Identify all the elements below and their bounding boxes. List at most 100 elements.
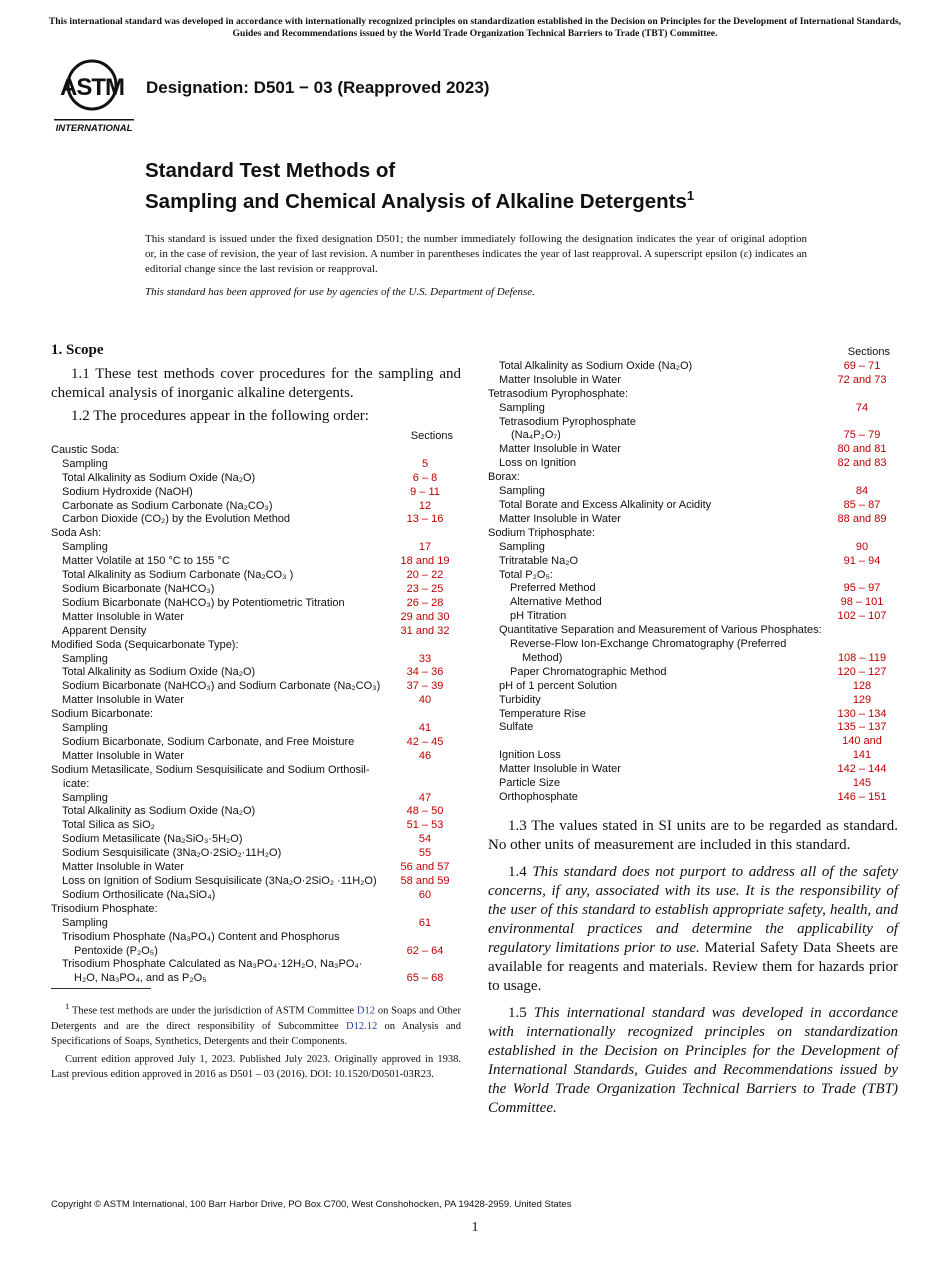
section-reference[interactable]: 120 – 127: [837, 665, 887, 678]
table-row: Tetrasodium Pyrophosphate:: [488, 388, 898, 402]
section-reference[interactable]: 58 and 59: [400, 875, 450, 887]
section-reference[interactable]: 26 – 28: [406, 596, 444, 609]
table-row: Sampling 47: [51, 792, 461, 806]
section-reference[interactable]: 128: [852, 679, 872, 692]
procedure-label: Carbonate as Sodium Carbonate (Na₂CO₃): [62, 499, 273, 512]
section-reference[interactable]: 47: [418, 791, 432, 804]
section-reference[interactable]: 13 – 16: [406, 513, 444, 526]
section-reference[interactable]: 146 – 151: [837, 791, 887, 803]
section-reference[interactable]: 75 – 79: [843, 429, 881, 442]
section-reference[interactable]: 135 – 137: [837, 721, 887, 734]
section-reference[interactable]: 102 – 107: [837, 610, 887, 623]
document-title: Standard Test Methods of Sampling and Ch…: [145, 158, 694, 214]
title-line-1: Standard Test Methods of: [145, 159, 396, 182]
table-row: Matter Insoluble in Water 46: [51, 750, 461, 764]
section-reference[interactable]: 29 and 30: [400, 610, 450, 623]
footnote-divider: [51, 988, 151, 989]
section-reference[interactable]: 145: [852, 777, 872, 790]
committee-d12-link[interactable]: D12: [356, 1005, 376, 1017]
section-reference[interactable]: 130 – 134: [837, 707, 887, 720]
section-reference[interactable]: 62 – 64: [406, 944, 444, 957]
section-reference[interactable]: 9 – 11: [410, 485, 440, 498]
procedure-label: Sodium Metasilicate, Sodium Sesquisilica…: [51, 763, 370, 790]
section-reference[interactable]: 61: [418, 916, 432, 929]
table-row: Carbon Dioxide (CO₂) by the Evolution Me…: [51, 513, 461, 527]
section-reference[interactable]: 17: [418, 541, 432, 554]
section-reference[interactable]: 41: [418, 722, 432, 735]
title-line-2-text: Sampling and Chemical Analysis of Alkali…: [145, 190, 687, 213]
procedure-label: Total P₂O₅:: [499, 568, 553, 581]
procedure-label: Matter Insoluble in Water: [499, 373, 621, 386]
section-reference[interactable]: 85 – 87: [843, 498, 881, 511]
procedure-label: Total Alkalinity as Sodium Carbonate (Na…: [62, 569, 294, 582]
procedure-label: Matter Insoluble in Water: [499, 443, 621, 456]
table-row: Sodium Bicarbonate (NaHCO₃) and Sodium C…: [51, 680, 461, 694]
subcommittee-d12-12-link[interactable]: D12.12: [346, 1020, 378, 1032]
section-reference[interactable]: 33: [418, 652, 432, 665]
section-reference[interactable]: 84: [855, 485, 869, 498]
sections-header: Sections: [847, 346, 890, 358]
intro-paragraph: This standard is issued under the fixed …: [145, 233, 807, 275]
section-reference[interactable]: 40: [418, 694, 432, 707]
table-row: Modified Soda (Sequicarbonate Type):: [51, 639, 461, 653]
title-footnote-mark[interactable]: 1: [686, 188, 695, 203]
section-reference[interactable]: 80 and 81: [837, 443, 887, 456]
section-reference[interactable]: 90: [855, 540, 869, 553]
section-reference[interactable]: 51 – 53: [406, 819, 444, 832]
procedure-label: Turbidity: [499, 693, 541, 706]
procedure-label: Sodium Bicarbonate, Sodium Carbonate, an…: [62, 735, 355, 748]
section-reference[interactable]: 12: [418, 499, 432, 512]
section-reference[interactable]: 42 – 45: [406, 735, 444, 748]
table-row: Apparent Density 31 and 32: [51, 625, 461, 639]
table-row: Sodium Orthosilicate (Na₄SiO₄) 60: [51, 889, 461, 903]
table-row: Carbonate as Sodium Carbonate (Na₂CO₃) 12: [51, 500, 461, 514]
procedure-label: Quantitative Separation and Measurement …: [499, 624, 822, 637]
section-reference[interactable]: 6 – 8: [412, 471, 438, 484]
table-row: Sampling 17: [51, 541, 461, 555]
section-reference[interactable]: 55: [418, 847, 432, 860]
footnote-text: These test methods are under the jurisdi…: [69, 1005, 357, 1017]
section-reference[interactable]: 142 – 144: [837, 763, 887, 776]
table-row: Tritratable Na₂O 91 – 94: [488, 555, 898, 569]
section-reference[interactable]: 98 – 101: [840, 596, 884, 609]
procedure-label: Trisodium Phosphate:: [51, 902, 158, 915]
section-reference[interactable]: 95 – 97: [843, 582, 881, 595]
table-row: Sodium Bicarbonate (NaHCO₃) by Potentiom…: [51, 597, 461, 611]
section-reference[interactable]: 108 – 119: [837, 651, 887, 664]
procedure-label: Modified Soda (Sequicarbonate Type):: [51, 638, 239, 651]
section-reference[interactable]: 23 – 25: [406, 582, 444, 595]
procedure-label: Matter Insoluble in Water: [499, 763, 621, 776]
section-reference[interactable]: 18 and 19: [400, 555, 450, 568]
section-reference[interactable]: 54: [418, 833, 432, 846]
table-row: pH of 1 percent Solution 128: [488, 680, 898, 694]
para-1-4-number: 1.4: [508, 863, 533, 880]
section-reference[interactable]: 34 – 36: [406, 666, 444, 679]
section-reference[interactable]: 74: [855, 401, 869, 414]
section-reference[interactable]: 46: [418, 749, 432, 762]
para-1-3: 1.3 The values stated in SI units are to…: [488, 817, 898, 853]
section-reference[interactable]: 60: [418, 888, 432, 901]
section-reference[interactable]: 5: [421, 457, 429, 470]
section-reference[interactable]: 37 – 39: [406, 680, 444, 693]
table-row: Caustic Soda:: [51, 444, 461, 458]
procedure-label: Total Alkalinity as Sodium Oxide (Na₂O): [62, 471, 256, 484]
section-reference[interactable]: 82 and 83: [837, 457, 887, 470]
section-reference[interactable]: 72 and 73: [837, 373, 887, 386]
section-reference[interactable]: 31 and 32: [400, 624, 450, 637]
table-row: Particle Size 145: [488, 777, 898, 791]
tbt-notice: This international standard was develope…: [48, 16, 902, 39]
procedure-label: Loss on Ignition: [499, 457, 577, 470]
section-reference[interactable]: 91 – 94: [843, 554, 881, 567]
procedure-label: Reverse-Flow Ion-Exchange Chromatography…: [510, 638, 787, 664]
section-reference[interactable]: 65 – 68: [406, 972, 444, 985]
section-reference[interactable]: 48 – 50: [406, 805, 444, 818]
section-reference[interactable]: 69 – 71: [843, 359, 881, 372]
section-reference[interactable]: 20 – 22: [406, 569, 444, 582]
table-row: Sodium Bicarbonate, Sodium Carbonate, an…: [51, 736, 461, 750]
section-reference[interactable]: 88 and 89: [837, 512, 887, 525]
table-row: Sodium Bicarbonate (NaHCO₃) 23 – 25: [51, 583, 461, 597]
table-row: Matter Insoluble in Water 72 and 73: [488, 374, 898, 388]
section-reference[interactable]: 140 and 141: [842, 735, 882, 762]
section-reference[interactable]: 56 and 57: [400, 861, 450, 874]
section-reference[interactable]: 129: [852, 693, 872, 706]
